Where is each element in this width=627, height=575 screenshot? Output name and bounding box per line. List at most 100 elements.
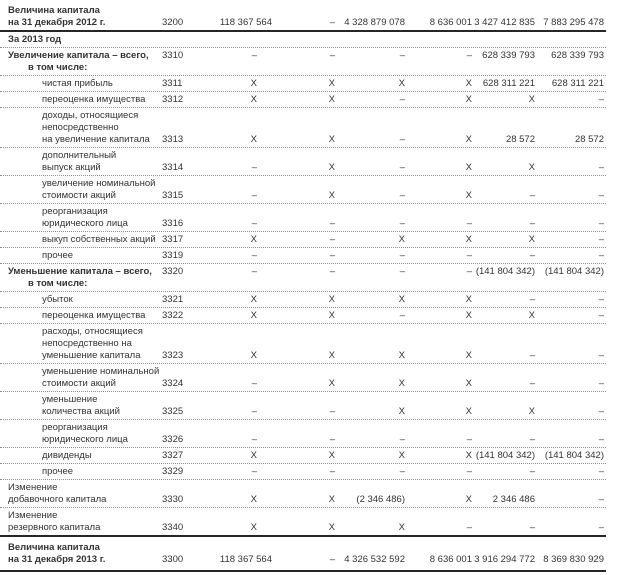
row-label-line: Величина капитала [8,542,100,553]
value-cell: X [465,294,472,305]
value-cell: – [598,234,604,245]
value-cell: – [598,250,604,261]
row-code: 3319 [162,250,184,261]
row-label-line: переоценка имущества [42,310,146,321]
row-label-line: в том числе: [28,62,88,73]
row-code: 3315 [162,190,184,201]
value-cell: – [329,17,335,28]
value-cell: – [466,50,472,61]
value-cell: – [466,434,472,445]
value-cell: X [465,190,472,201]
value-cell: X [465,234,472,245]
value-cell: X [398,378,405,389]
value-cell: X [465,378,472,389]
table-row: Изменение добавочного капитала 3330 X X (2 34… [0,480,606,508]
value-cell: – [399,266,405,277]
table-row: уменьшение количества акций 3325– – X X X – [0,392,606,420]
value-cell: 7 883 295 478 [543,17,604,28]
row-code: 3323 [162,350,184,361]
value-cell: X [528,162,535,173]
value-cell: – [529,434,535,445]
row-label: доходы, относящиеся непосредственно на уве… [0,110,160,146]
row-label: Величина капитала на 31 декабря 2012 г. [0,5,160,29]
value-cell: X [250,494,257,505]
value-cell: 628 311 221 [482,78,535,89]
value-cell: – [251,378,257,389]
value-cell: (141 804 342) [544,266,604,277]
table-row: переоценка имущества 3312 X X – X X – [0,92,606,108]
value-cell: X [465,450,472,461]
row-label-line: юридического лица [42,434,128,445]
row-label-line: юридического лица [42,218,128,229]
value-cell: X [328,450,335,461]
value-cell: 118 367 564 [219,17,272,28]
value-cell: X [465,494,472,505]
row-label-line: стоимости акций [42,190,116,201]
section-row: За 2013 год [0,32,606,48]
value-cell: – [399,250,405,261]
table-row: уменьшение номинальной стоимости акций 332… [0,364,606,392]
value-cell: X [465,78,472,89]
row-label-line: реорганизация [42,206,108,217]
value-cell: 8 369 830 929 [543,554,604,565]
value-cell: X [328,78,335,89]
row-label-line: Величина капитала [8,5,100,16]
value-cell: – [329,466,335,477]
row-label-line: Увеличение капитала – всего, [8,50,149,61]
value-cell: – [598,218,604,229]
value-cell: – [399,134,405,145]
row-code: 3312 [162,94,184,105]
row-code: 3326 [162,434,184,445]
value-cell: (141 804 342) [544,450,604,461]
value-cell: X [398,234,405,245]
value-cell: – [251,406,257,417]
value-cell: (2 346 486) [356,494,405,505]
value-cell: – [598,190,604,201]
row-label: реорганизация юридического лица [0,422,160,446]
value-cell: 8 636 001 [429,554,472,565]
row-label-line: на увеличение капитала [42,134,150,145]
row-code: 3321 [162,294,184,305]
value-cell: – [598,406,604,417]
value-cell: X [465,134,472,145]
value-cell: X [528,94,535,105]
row-label: За 2013 год [0,34,160,46]
value-cell: – [251,434,257,445]
value-cell: 628 311 221 [551,78,604,89]
value-cell: – [598,378,604,389]
row-code: 3340 [162,522,184,533]
value-cell: X [328,310,335,321]
value-cell: X [250,294,257,305]
value-cell: X [250,522,257,533]
value-cell: X [398,78,405,89]
row-label: Изменение резервного капитала [0,510,160,534]
row-label: уменьшение номинальной стоимости акций [0,366,160,390]
value-cell: X [328,378,335,389]
value-cell: – [399,94,405,105]
value-cell: 28 572 [574,134,604,145]
table-row: убыток 3321 X X X X – – [0,292,606,308]
value-cell: X [465,94,472,105]
value-cell: X [398,350,405,361]
row-code: 3310 [162,50,184,61]
table-row: Величина капитала на 31 декабря 2013 г. 33… [0,537,606,572]
row-code: 3314 [162,162,184,173]
row-label-line: непосредственно [42,122,119,133]
value-cell: 118 367 564 [219,554,272,565]
row-label-line: выкуп собственных акций [42,234,156,245]
value-cell: – [466,250,472,261]
table-row: прочее 3329 – – – – – – [0,464,606,480]
row-label-line: убыток [42,294,73,305]
row-label-line: непосредственно на [42,338,132,349]
row-label-line: прочее [42,250,74,261]
value-cell: X [250,310,257,321]
value-cell: X [398,522,405,533]
row-code: 3329 [162,466,184,477]
value-cell: X [465,406,472,417]
value-cell: – [598,466,604,477]
table-row: дополнительный выпуск акций 3314– X – X X – [0,148,606,176]
row-label-line: количества акций [42,406,120,417]
value-cell: – [466,522,472,533]
row-label-line: добавочного капитала [8,494,107,505]
row-label: Увеличение капитала – всего, в том числе: [0,50,160,74]
